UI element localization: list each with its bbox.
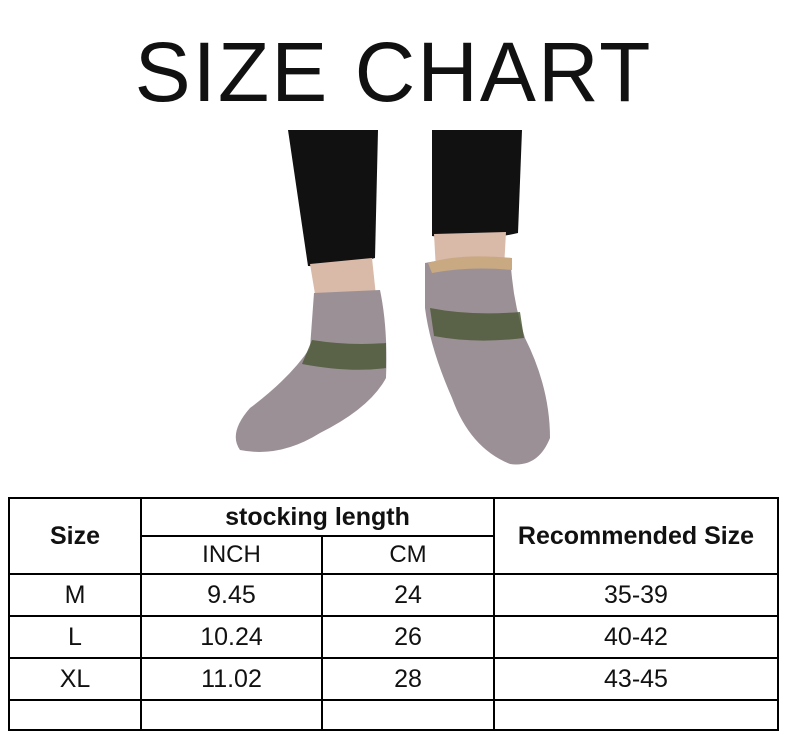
- cell-cm: 26: [321, 615, 495, 659]
- size-table: Size stocking length Recommended Size IN…: [8, 497, 779, 731]
- right-sock: [425, 256, 550, 465]
- table-row: XL 11.02 28 43-45: [8, 657, 779, 701]
- cell-size: L: [8, 615, 142, 659]
- left-sock: [235, 290, 387, 452]
- cell-inch: 10.24: [140, 615, 323, 659]
- cell-recommended: 40-42: [493, 615, 779, 659]
- table-row: M 9.45 24 35-39: [8, 573, 779, 617]
- cell-inch: 9.45: [140, 573, 323, 617]
- header-recommended-size: Recommended Size: [493, 497, 779, 575]
- cell-size: M: [8, 573, 142, 617]
- cell-cm: 28: [321, 657, 495, 701]
- header-inch: INCH: [140, 535, 323, 575]
- cell-size: XL: [8, 657, 142, 701]
- cell-inch: 11.02: [140, 657, 323, 701]
- size-chart-title: SIZE CHART: [134, 25, 653, 119]
- cell-recommended: 35-39: [493, 573, 779, 617]
- header-size: Size: [8, 497, 142, 575]
- product-photo-slipper-socks: [235, 130, 550, 465]
- header-cm: CM: [321, 535, 495, 575]
- table-row: L 10.24 26 40-42: [8, 615, 779, 659]
- cell-cm: 24: [321, 573, 495, 617]
- cell-recommended: 43-45: [493, 657, 779, 701]
- pants: [288, 130, 522, 267]
- header-stocking-length: stocking length: [140, 497, 495, 537]
